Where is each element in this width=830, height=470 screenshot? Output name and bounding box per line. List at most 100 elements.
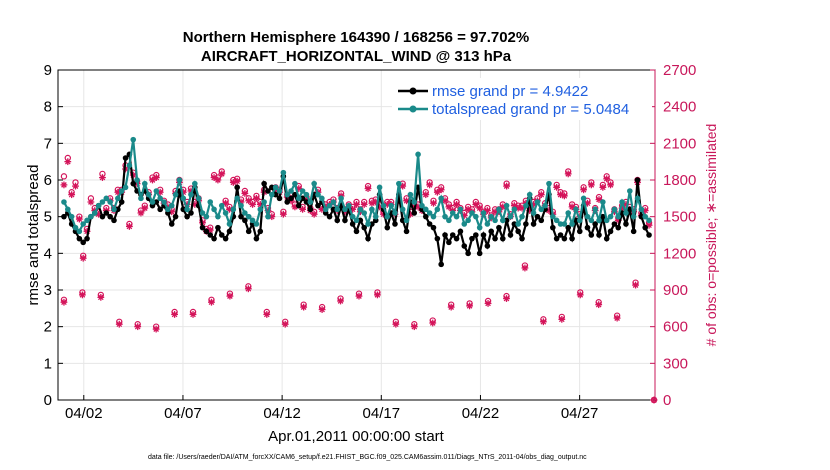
rmse-point (361, 224, 367, 231)
totalspread-point (434, 206, 441, 213)
totalspread-point (276, 188, 283, 194)
rmse-point (576, 228, 583, 235)
rmse-point (596, 232, 602, 238)
rmse-point (557, 232, 564, 238)
obs-assimilated-marker (208, 298, 215, 306)
y2-tick-label: 1200 (663, 245, 696, 262)
totalspread-point (334, 206, 341, 213)
marker-stroke (190, 311, 196, 318)
y2-tick-label: 2700 (663, 62, 696, 79)
rmse-point (307, 206, 314, 213)
rmse-point (211, 235, 217, 242)
marker-stroke (426, 182, 433, 188)
totalspread-point (107, 199, 113, 205)
rmse-point (434, 235, 441, 242)
rmse-point (426, 221, 433, 227)
totalspread-point (245, 213, 252, 220)
totalspread-point (238, 202, 244, 209)
obs-assimilated-marker (392, 320, 400, 328)
totalspread-point (584, 213, 591, 220)
totalspread-point (553, 217, 560, 224)
totalspread-point (153, 188, 160, 194)
marker-stroke (134, 323, 141, 330)
rmse-point (642, 224, 649, 231)
totalspread-point (623, 210, 629, 216)
obs-assimilated-marker (68, 191, 76, 199)
totalspread-point (253, 221, 260, 227)
marker-stroke (595, 301, 602, 308)
obs-assimilated-marker (521, 264, 529, 272)
rmse-point (234, 184, 240, 191)
obs-assimilated-marker (580, 186, 588, 194)
rmse-point (288, 195, 294, 202)
rmse-point (476, 250, 483, 257)
totalspread-point (384, 213, 391, 220)
obs-assimilated-marker (353, 201, 360, 208)
totalspread-point (596, 217, 602, 224)
marker-stroke (466, 303, 473, 309)
y2-tick-label: 600 (663, 319, 688, 336)
obs-assimilated-marker (137, 209, 145, 217)
totalspread-point (576, 217, 583, 224)
totalspread-point (422, 206, 429, 213)
obs-assimilated-marker (466, 302, 474, 310)
obs-assimilated-marker (253, 194, 260, 202)
marker-stroke (365, 185, 371, 192)
marker-stroke (76, 216, 83, 222)
marker-stroke (97, 294, 104, 301)
totalspread-point (122, 184, 129, 191)
obs-assimilated-marker (125, 223, 133, 230)
marker-stroke (99, 174, 106, 181)
marker-stroke (72, 183, 79, 189)
marker-stroke (141, 205, 148, 211)
marker-stroke (88, 199, 94, 205)
marker-stroke (485, 300, 491, 307)
marker-stroke (558, 316, 565, 323)
obs-assimilated-marker (318, 306, 326, 313)
rmse-point (118, 199, 125, 205)
totalspread-point (222, 210, 229, 216)
totalspread-point (242, 210, 248, 216)
rmse-point (222, 235, 229, 242)
marker-stroke (476, 205, 483, 211)
obs-assimilated-marker (97, 293, 105, 301)
y2-tick-label: 1800 (663, 172, 696, 189)
obs-assimilated-marker (189, 311, 197, 318)
marker-stroke (580, 186, 587, 193)
obs-assimilated-marker (399, 182, 407, 190)
marker-stroke (429, 320, 436, 326)
grid-lines (58, 70, 655, 400)
obs-assimilated-marker (476, 204, 484, 212)
obs-assimilated-marker (72, 182, 79, 190)
totalspread-point (538, 206, 545, 213)
rmse-point (550, 224, 556, 231)
totalspread-point (295, 195, 302, 202)
obs-assimilated-marker (214, 176, 222, 184)
obs-assimilated-marker (564, 170, 572, 178)
totalspread-point (269, 191, 275, 198)
x-tick-label: 04/17 (363, 405, 401, 422)
marker-stroke (603, 175, 610, 182)
totalspread-point (199, 210, 206, 216)
totalspread-point (469, 210, 475, 216)
rmse-point (257, 228, 264, 235)
marker-stroke (311, 211, 317, 218)
obs-assimilated-marker (560, 192, 568, 200)
rmse-point (519, 235, 525, 242)
totalspread-point (523, 202, 529, 209)
rmse-point (153, 199, 160, 205)
rmse-point (292, 191, 298, 198)
rmse-point (553, 235, 560, 242)
totalspread-point (476, 224, 483, 231)
rmse-point (303, 199, 310, 205)
rmse-point (592, 221, 598, 227)
marker-stroke (565, 171, 572, 177)
x-axis-ticks: 04/02 04/07 04/12 04/17 04/22 04/27 (65, 395, 598, 422)
totalspread-point (592, 206, 598, 213)
y-tick-label: 8 (44, 99, 52, 116)
totalspread-point (342, 206, 348, 213)
totalspread-point (319, 195, 325, 202)
totalspread-point (203, 213, 210, 220)
totalspread-point (138, 195, 144, 202)
marker-stroke (153, 326, 159, 332)
